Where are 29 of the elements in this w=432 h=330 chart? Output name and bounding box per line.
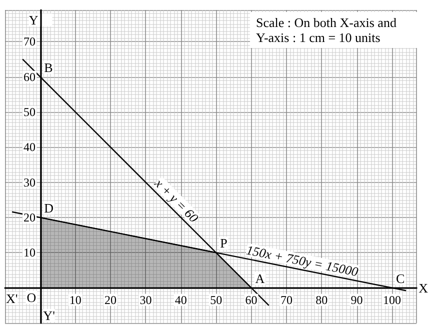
y-tick-label: 50	[24, 104, 36, 119]
annotation: Y'	[43, 308, 55, 323]
y-tick-label: 60	[24, 70, 36, 84]
x-tick-label: 90	[350, 292, 363, 307]
x-tick-label: 80	[316, 292, 328, 307]
y-tick-label: 10	[24, 246, 36, 260]
y-tick-label: 30	[24, 175, 36, 190]
y-tick-label: 20	[24, 210, 36, 224]
annotation: B	[44, 60, 54, 75]
annotation: C	[396, 270, 405, 286]
annotation: P	[220, 236, 228, 251]
x-tick-label: 40	[174, 292, 187, 307]
annotation: x + y = 60	[151, 175, 202, 226]
annotation: O	[26, 290, 36, 305]
x-tick-label: 20	[104, 292, 117, 307]
x-tick-label: 60	[245, 292, 258, 307]
y-tick-label: 40	[24, 140, 36, 154]
annotation: D	[44, 200, 54, 216]
x-tick-label: 50	[210, 292, 222, 307]
annotation: X'	[6, 290, 18, 306]
x-tick-label: 70	[280, 292, 292, 307]
y-axis-title: Y	[28, 12, 39, 28]
x-tick-label: 30	[140, 292, 152, 307]
annotation: Scale : On both X-axis and Y-axis : 1 cm = 10 units	[256, 15, 400, 45]
x-axis-title: X	[418, 280, 429, 296]
x-tick-label: 10	[69, 292, 82, 307]
x-tick-label: 100	[382, 292, 401, 307]
y-tick-label: 70	[24, 34, 36, 49]
annotation: A	[255, 270, 266, 286]
